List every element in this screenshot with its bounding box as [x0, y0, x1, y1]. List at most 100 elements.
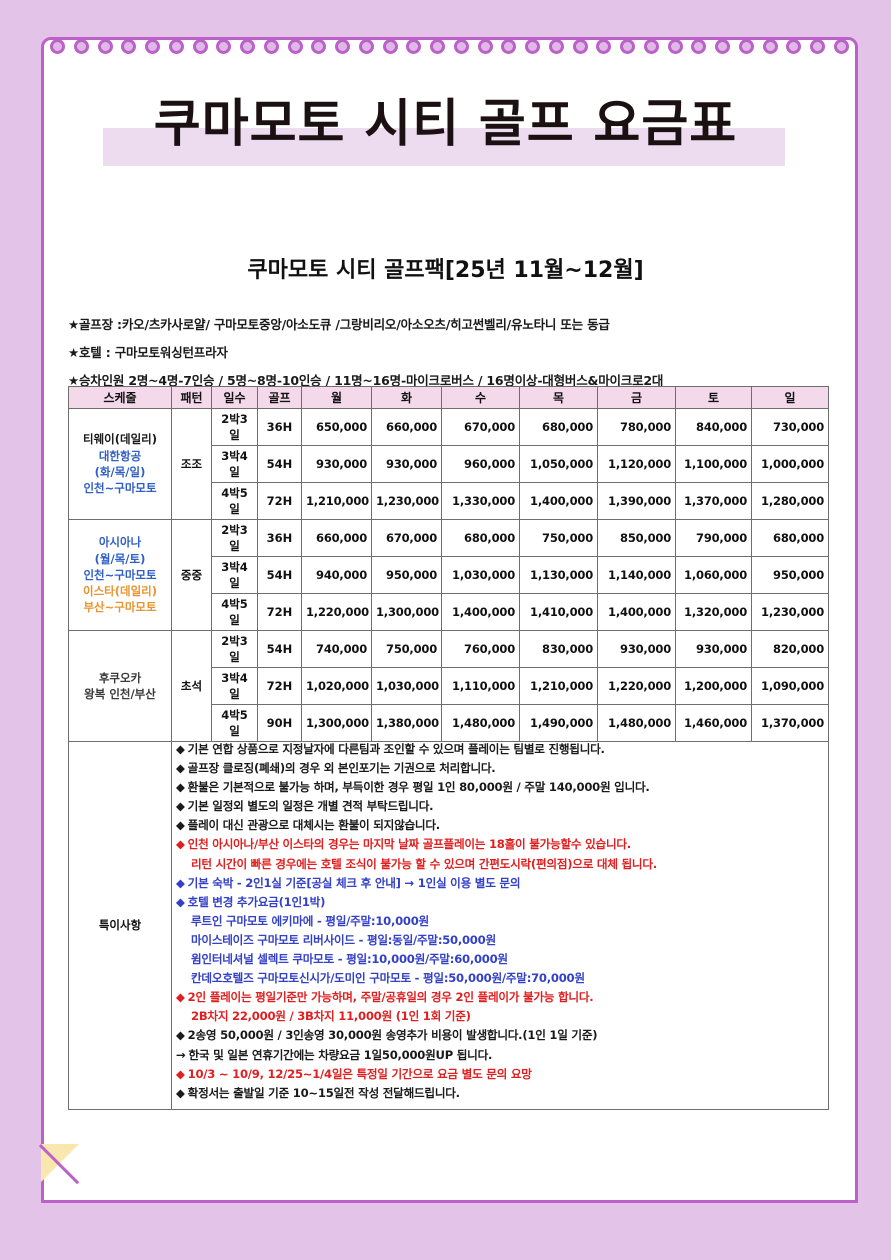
golf-holes-cell: 54H: [257, 556, 302, 594]
price-cell-화: 950,000: [371, 556, 442, 594]
note-item-4: ◆ 플레이 대신 관광으로 대체시는 환불이 되지않습니다.: [176, 820, 824, 832]
price-cell-화: 660,000: [371, 408, 442, 446]
price-cell-월: 940,000: [301, 556, 372, 594]
price-cell-목: 1,400,000: [519, 482, 598, 520]
note-text: 환불은 기본적으로 불가능 하며, 부득이한 경우 평일 1인 80,000원 …: [187, 780, 650, 795]
note-item-17: ◆ 10/3 ~ 10/9, 12/25~1/4일은 특정일 기간으로 요금 별도…: [176, 1068, 824, 1081]
note-text: 윔인터네셔널 셀렉트 쿠마모토 - 평일:10,000원/주말:60,000원: [191, 952, 508, 967]
golf-holes-cell: 72H: [257, 667, 302, 705]
days-cell: 3박4일: [211, 445, 258, 483]
notes-row: 특이사항 ◆ 기본 연합 상품으로 지정날자에 다른팀과 조인할 수 있으며 플레이…: [68, 741, 829, 1110]
price-cell-토: 1,060,000: [675, 556, 752, 594]
table-row: 4박5일 90H 1,300,000 1,380,000 1,480,000 1,490,…: [69, 704, 829, 742]
note-item-8: ◆ 호텔 변경 추가요금(1인1박): [176, 894, 824, 909]
col-header-일수: 일수: [211, 386, 258, 409]
golf-holes-cell: 72H: [257, 482, 302, 520]
pattern-cell-1: 중중: [171, 519, 212, 631]
days-cell: 3박4일: [211, 556, 258, 594]
subtitle: 쿠마모토 시티 골프팩[25년 11월~12월]: [247, 258, 644, 283]
note-text: 2인 플레이는 평일기준만 가능하며, 주말/공휴일의 경우 2인 플레이가 불…: [187, 990, 594, 1005]
price-cell-금: 1,390,000: [597, 482, 676, 520]
price-cell-수: 960,000: [441, 445, 520, 483]
days-cell: 2박3일: [211, 408, 258, 446]
price-cell-월: 1,300,000: [301, 704, 372, 742]
note-item-3: ◆ 기본 일정외 별도의 일정은 개별 견적 부탁드립니다.: [176, 799, 824, 814]
notes-body: ◆ 기본 연합 상품으로 지정날자에 다른팀과 조인할 수 있으며 플레이는 팀별…: [171, 741, 829, 1110]
col-header-일: 일: [751, 386, 829, 409]
note-bullet-icon: ◆: [176, 742, 185, 756]
note-item-0: ◆ 기본 연합 상품으로 지정날자에 다른팀과 조인할 수 있으며 플레이는 팀별…: [176, 742, 824, 756]
col-header-수: 수: [441, 386, 520, 409]
days-cell: 4박5일: [211, 593, 258, 631]
note-bullet-icon: ◆: [176, 780, 185, 795]
note-text: 루트인 구마모토 에키마에 - 평일/주말:10,000원: [191, 913, 429, 928]
col-header-화: 화: [371, 386, 442, 409]
price-cell-토: 790,000: [675, 519, 752, 557]
note-item-1: ◆ 골프장 클로징(폐쇄)의 경우 외 본인포기는 기권으로 처리합니다.: [176, 761, 824, 776]
price-cell-금: 1,480,000: [597, 704, 676, 742]
note-text: 기본 연합 상품으로 지정날자에 다른팀과 조인할 수 있으며 플레이는 팀별로…: [187, 742, 605, 756]
schedule-line: 왕복 인천/부산: [84, 687, 156, 701]
price-cell-일: 1,000,000: [751, 445, 829, 483]
price-cell-일: 1,280,000: [751, 482, 829, 520]
note-bullet-icon: ◆: [176, 799, 185, 814]
star-note-2: ★승차인원 2명~4명-7인승 / 5명~8명-10인승 / 11명~16명-마…: [68, 373, 664, 388]
schedule-cell-0: 티웨이(데일리) 대한항공 (화/목/일) 인천~구마모토: [68, 408, 172, 520]
note-bullet-icon: ◆: [176, 761, 185, 776]
golf-holes-cell: 90H: [257, 704, 302, 742]
price-cell-목: 830,000: [519, 630, 598, 668]
note-bullet-icon: ◆: [176, 1085, 185, 1100]
schedule-line: 인천~구마모토: [83, 481, 157, 496]
price-cell-토: 840,000: [675, 408, 752, 446]
schedule-line: 이스타(데일리): [83, 584, 157, 599]
price-cell-일: 1,090,000: [751, 667, 829, 705]
price-cell-금: 1,140,000: [597, 556, 676, 594]
price-cell-월: 650,000: [301, 408, 372, 446]
golf-holes-cell: 36H: [257, 408, 302, 446]
star-note-0: ★골프장 :카오/츠카사로얄/ 구마모토중앙/아소도큐 /그랑비리오/아소오츠/…: [68, 317, 610, 332]
note-bullet-icon: ◆: [176, 894, 185, 909]
schedule-cell-1: 아시아나 (월/목/토) 인천~구마모토 이스타(데일리) 부산~구마모토: [68, 519, 172, 631]
price-cell-목: 1,210,000: [519, 667, 598, 705]
col-header-골프: 골프: [257, 386, 302, 409]
price-cell-토: 1,320,000: [675, 593, 752, 631]
price-cell-금: 1,400,000: [597, 593, 676, 631]
price-cell-월: 1,220,000: [301, 593, 372, 631]
star-note-1: ★호텔 : 구마모토워싱턴프라자: [68, 345, 228, 360]
price-cell-화: 930,000: [371, 445, 442, 483]
price-table-head: 스케줄 패턴 일수 골프 월 화 수 목 금 토 일: [68, 386, 829, 409]
note-item-10: 마이스테이즈 구마모토 리버사이드 - 평일:동일/주말:50,000원: [176, 932, 824, 947]
note-text: 2B차지 22,000원 / 3B차지 11,000원 (1인 1회 기준): [191, 1009, 471, 1024]
days-cell: 2박3일: [211, 630, 258, 668]
note-item-13: ◆ 2인 플레이는 평일기준만 가능하며, 주말/공휴일의 경우 2인 플레이가 …: [176, 990, 824, 1005]
price-cell-토: 1,200,000: [675, 667, 752, 705]
price-cell-일: 730,000: [751, 408, 829, 446]
note-text: 기본 숙박 - 2인1실 기준[공실 체크 후 안내] → 1인실 이용 별도 …: [187, 875, 521, 890]
price-cell-토: 1,370,000: [675, 482, 752, 520]
schedule-line: 후쿠오카: [98, 670, 142, 685]
price-cell-목: 1,130,000: [519, 556, 598, 594]
col-header-월: 월: [301, 386, 372, 409]
price-cell-화: 1,230,000: [371, 482, 442, 520]
note-item-12: 칸데오호텔즈 구마모토신시가/도미인 구마모토 - 평일:50,000원/주말:…: [176, 972, 824, 985]
golf-holes-cell: 54H: [257, 630, 302, 668]
days-cell: 4박5일: [211, 482, 258, 520]
title-section: 쿠마모토 시티 골프 요금표: [0, 98, 891, 166]
schedule-line: (월/목/토): [94, 551, 146, 566]
price-cell-화: 670,000: [371, 519, 442, 557]
col-header-스케줄: 스케줄: [68, 386, 172, 409]
note-text: 마이스테이즈 구마모토 리버사이드 - 평일:동일/주말:50,000원: [191, 932, 496, 947]
price-cell-목: 1,490,000: [519, 704, 598, 742]
col-header-목: 목: [519, 386, 598, 409]
note-item-11: 윔인터네셔널 셀렉트 쿠마모토 - 평일:10,000원/주말:60,000원: [176, 952, 824, 967]
price-cell-월: 740,000: [301, 630, 372, 668]
pattern-cell-0: 조조: [171, 408, 212, 520]
col-header-토: 토: [675, 386, 752, 409]
note-bullet-icon: ◆: [176, 990, 185, 1005]
price-cell-월: 1,210,000: [301, 482, 372, 520]
table-row: 후쿠오카 왕복 인천/부산 초석 2박3일 54H 740,000 750,000 760,0…: [68, 630, 829, 742]
title-highlight-band: [103, 128, 785, 166]
golf-holes-cell: 36H: [257, 519, 302, 557]
note-bullet-icon: ◆: [176, 875, 185, 890]
note-bullet-icon: ◆: [176, 1028, 185, 1043]
